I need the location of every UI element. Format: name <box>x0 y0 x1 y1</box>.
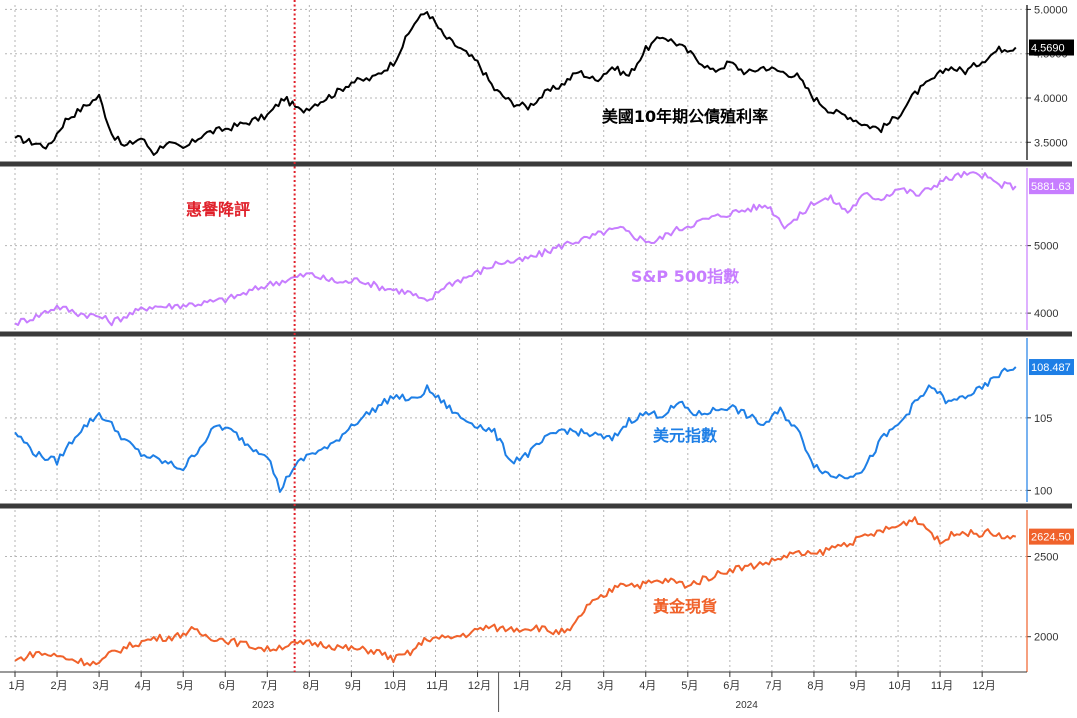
x-tick-label: 5月 <box>177 680 194 692</box>
x-tick-label: 5月 <box>681 680 698 692</box>
panel-separator <box>0 161 1072 167</box>
grid-layer <box>5 5 1027 672</box>
last-value-text: 5881.63 <box>1031 181 1071 193</box>
last-value-bg <box>1029 359 1074 376</box>
y-tick-label: 5000 <box>1034 241 1058 253</box>
series-label: 美元指數 <box>653 426 717 445</box>
y-tick-label: 4000 <box>1034 308 1058 320</box>
x-tick-label: 12月 <box>973 680 996 692</box>
y-tick-label: 2000 <box>1034 632 1058 644</box>
x-tick-label: 7月 <box>261 680 278 692</box>
y-tick-label: 4.0000 <box>1034 93 1068 105</box>
series-label: 美國10年期公債殖利率 <box>602 107 768 126</box>
year-label: 2024 <box>736 700 759 711</box>
x-tick-label: 12月 <box>468 680 491 692</box>
y-tick-label: 2500 <box>1034 552 1058 564</box>
y-tick-label: 105 <box>1034 413 1052 425</box>
x-tick-label: 8月 <box>807 680 824 692</box>
x-tick-label: 1月 <box>8 680 25 692</box>
x-tick-label: 1月 <box>513 680 530 692</box>
x-tick-label: 7月 <box>765 680 782 692</box>
x-tick-label: 6月 <box>723 680 740 692</box>
x-tick-label: 4月 <box>639 680 656 692</box>
y-axis-layer: 3.50004.00004.50005.00004.56904000500058… <box>1026 4 1074 672</box>
x-tick-label: 2月 <box>555 680 572 692</box>
y-tick-label: 5.0000 <box>1034 4 1068 16</box>
x-tick-label: 10月 <box>888 680 911 692</box>
year-label: 2023 <box>252 700 275 711</box>
series-line <box>14 366 1017 493</box>
x-tick-label: 10月 <box>384 680 407 692</box>
x-tick-label: 9月 <box>849 680 866 692</box>
x-tick-label: 8月 <box>303 680 320 692</box>
last-value-bg <box>1029 528 1074 545</box>
last-value-text: 2624.50 <box>1031 532 1071 544</box>
series-line <box>14 516 1017 667</box>
x-tick-label: 6月 <box>219 680 236 692</box>
x-axis-layer: 1月 2月 3月 4月 5月 6月 7月 8月 9月 10月 11月 12月 1月 2月 3月 4月 5月 6月 7… <box>0 671 1027 712</box>
series-lines <box>14 11 1017 667</box>
last-value-text: 108.487 <box>1031 362 1071 374</box>
x-tick-label: 4月 <box>135 680 152 692</box>
event-marker-label: 惠譽降評 <box>186 200 250 219</box>
y-tick-label: 3.5000 <box>1034 137 1068 149</box>
x-tick-label: 3月 <box>597 680 614 692</box>
last-value-tag: 4.5690 <box>1029 39 1074 56</box>
event-marker-layer: 惠譽降評 <box>186 0 296 672</box>
last-value-bg <box>1029 39 1074 56</box>
panel-separator <box>0 503 1072 509</box>
last-value-tag: 5881.63 <box>1029 178 1074 195</box>
last-value-text: 4.5690 <box>1031 43 1065 55</box>
series-line <box>14 170 1017 327</box>
last-value-tag: 2624.50 <box>1029 528 1074 545</box>
x-tick-label: 9月 <box>345 680 362 692</box>
x-tick-label: 11月 <box>931 680 953 692</box>
x-tick-label: 3月 <box>93 680 110 692</box>
panel-separators <box>0 161 1072 509</box>
last-value-tag: 108.487 <box>1029 359 1074 376</box>
series-line <box>14 11 1017 156</box>
x-tick-label: 2月 <box>50 680 67 692</box>
last-value-bg <box>1029 178 1074 195</box>
x-tick-label: 11月 <box>426 680 448 692</box>
series-label: 黃金現貨 <box>652 597 717 616</box>
y-tick-label: 100 <box>1034 485 1052 497</box>
series-label: S&P 500指數 <box>631 267 739 286</box>
panel-separator <box>0 331 1072 337</box>
